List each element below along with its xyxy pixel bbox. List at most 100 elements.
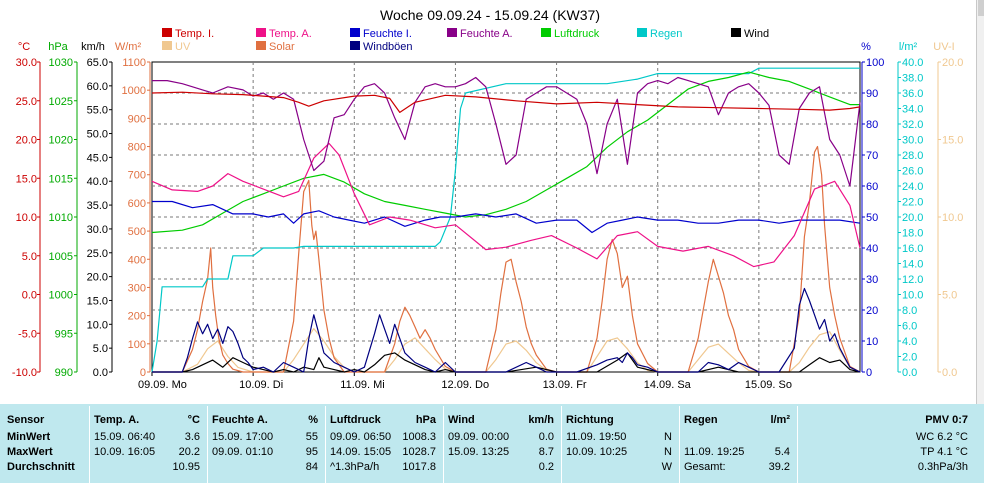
legend-label: Temp. A. <box>269 28 312 40</box>
y-tick-label-rain: 22.0 <box>902 197 923 209</box>
series-wind <box>152 352 861 373</box>
column-separator <box>561 406 562 483</box>
cell-wind-time: 09.09. 00:00 <box>448 431 510 443</box>
y-axes: -10.0 -5.0 0.0 5.0 10.0 15.0 20.0 25.0 30.0 990 99… <box>12 57 964 379</box>
y-tick-label-wind: 20.0 <box>87 272 108 284</box>
y-tick-label-rain: 8.0 <box>902 305 917 317</box>
unit-label-press: hPa <box>48 41 68 53</box>
legend-label: Feuchte I. <box>363 28 412 40</box>
y-tick-label-temp: 15.0 <box>16 173 37 185</box>
y-tick-label-press: 1020 <box>49 135 73 147</box>
x-tick-label: 11.09. Mi <box>340 379 384 391</box>
legend-swatch <box>350 28 360 37</box>
y-tick-label-temp: -5.0 <box>18 328 37 340</box>
series-luftdruck <box>151 71 860 234</box>
legend-swatch <box>256 41 266 50</box>
cell-druck-time: 14.09. 15:05 <box>330 446 392 458</box>
x-tick-label: 09.09. Mo <box>138 379 187 391</box>
y-tick-label-wind: 10.0 <box>87 319 108 331</box>
y-tick-label-hum: 90 <box>866 88 878 100</box>
grid <box>152 62 860 372</box>
x-tick-label: 15.09. So <box>745 379 792 391</box>
column-separator <box>325 406 326 483</box>
y-tick-label-hum: 50 <box>866 212 878 224</box>
y-tick-label-solar: 700 <box>128 170 146 182</box>
legend-label: Temp. I. <box>175 28 214 40</box>
cell-feuchte-value: 55 <box>305 431 318 443</box>
cell-pmv: TP 4.1 °C <box>920 446 968 458</box>
y-tick-label-solar: 0 <box>140 367 146 379</box>
cell-regen-value: 5.4 <box>774 446 790 458</box>
legend-swatch <box>541 28 551 37</box>
scrollbar[interactable] <box>976 0 984 404</box>
cell-wind-value: 0.0 <box>538 431 554 443</box>
series-feuchte-a <box>152 76 861 187</box>
column-separator <box>679 406 680 483</box>
cell-druck-value: 1017.8 <box>402 461 436 473</box>
x-tick-label: 13.09. Fr <box>543 379 587 391</box>
cell-richtung-value: N <box>664 431 672 443</box>
legend-label: Solar <box>269 41 295 53</box>
cell-tempa-time: 10.09. 16:05 <box>94 446 156 458</box>
legend-label: Wind <box>744 28 769 40</box>
header-pmv: PMV 0:7 <box>925 414 968 426</box>
row-label: Durchschnitt <box>7 461 75 473</box>
cell-regen-value: 39.2 <box>768 461 790 473</box>
series-temp-a <box>151 142 861 268</box>
unit-feuchte-a: % <box>308 414 318 426</box>
cell-pmv: WC 6.2 °C <box>915 431 968 443</box>
series-windböen <box>152 287 861 373</box>
x-tick-label: 10.09. Di <box>239 379 283 391</box>
axis-units: °C hPa km/h W/m²% l/m² UV-I <box>18 41 955 53</box>
y-tick-label-temp: 20.0 <box>16 135 37 147</box>
cell-richtung-value: N <box>664 446 672 458</box>
legend-swatch <box>162 28 172 37</box>
y-tick-label-hum: 100 <box>866 57 884 69</box>
y-tick-label-press: 1010 <box>49 212 73 224</box>
legend-label: Regen <box>650 28 682 40</box>
legend-swatch <box>256 28 266 37</box>
series-regen <box>151 67 860 373</box>
series-uv <box>152 328 861 373</box>
y-tick-label-solar: 200 <box>128 311 146 323</box>
column-separator <box>89 406 90 483</box>
y-tick-label-rain: 4.0 <box>902 336 917 348</box>
y-tick-label-solar: 800 <box>128 142 146 154</box>
unit-temp-a: °C <box>187 414 200 426</box>
header-temp-a: Temp. A. <box>94 414 140 426</box>
unit-label-solar: W/m² <box>115 41 142 53</box>
x-axis: 09.09. Mo 10.09. Di 11.09. Mi 12.09. Do 13.0… <box>138 372 792 391</box>
cell-pmv: 0.3hPa/3h <box>917 461 968 473</box>
unit-label-hum: % <box>861 41 871 53</box>
y-tick-label-wind: 35.0 <box>87 200 108 212</box>
cell-wind-value: 8.7 <box>538 446 554 458</box>
y-tick-label-hum: 0 <box>866 367 872 379</box>
y-tick-label-rain: 16.0 <box>902 243 923 255</box>
legend: Temp. I. Temp. A. Feuchte I. Feuchte A. Luft… <box>162 28 769 53</box>
cell-tempa-value: 10.95 <box>172 461 200 473</box>
cell-druck-value: 1028.7 <box>402 446 436 458</box>
unit-regen: l/m² <box>770 414 790 426</box>
y-tick-label-rain: 20.0 <box>902 212 923 224</box>
y-tick-label-rain: 36.0 <box>902 88 923 100</box>
header-sensor: Sensor <box>7 414 45 426</box>
header-regen: Regen <box>684 414 718 426</box>
legend-swatch <box>350 41 360 50</box>
y-tick-label-rain: 40.0 <box>902 57 923 69</box>
y-tick-label-press: 1000 <box>49 290 73 302</box>
row-label: MinWert <box>7 431 51 443</box>
cell-regen-time: 11.09. 19:25 <box>684 446 745 458</box>
unit-wind: km/h <box>528 414 554 426</box>
column-separator <box>797 406 798 483</box>
y-tick-label-temp: 0.0 <box>22 290 37 302</box>
y-tick-label-temp: 25.0 <box>16 96 37 108</box>
y-tick-label-temp: 10.0 <box>16 212 37 224</box>
series-temp-i <box>151 91 861 114</box>
y-tick-label-wind: 45.0 <box>87 152 108 164</box>
cell-richtung-time: 10.09. 10:25 <box>566 446 628 458</box>
y-tick-label-solar: 300 <box>128 282 146 294</box>
y-tick-label-hum: 20 <box>866 305 878 317</box>
scrollbar-thumb[interactable] <box>978 0 984 16</box>
cell-wind-time: 15.09. 13:25 <box>448 446 510 458</box>
legend-swatch <box>731 28 741 37</box>
